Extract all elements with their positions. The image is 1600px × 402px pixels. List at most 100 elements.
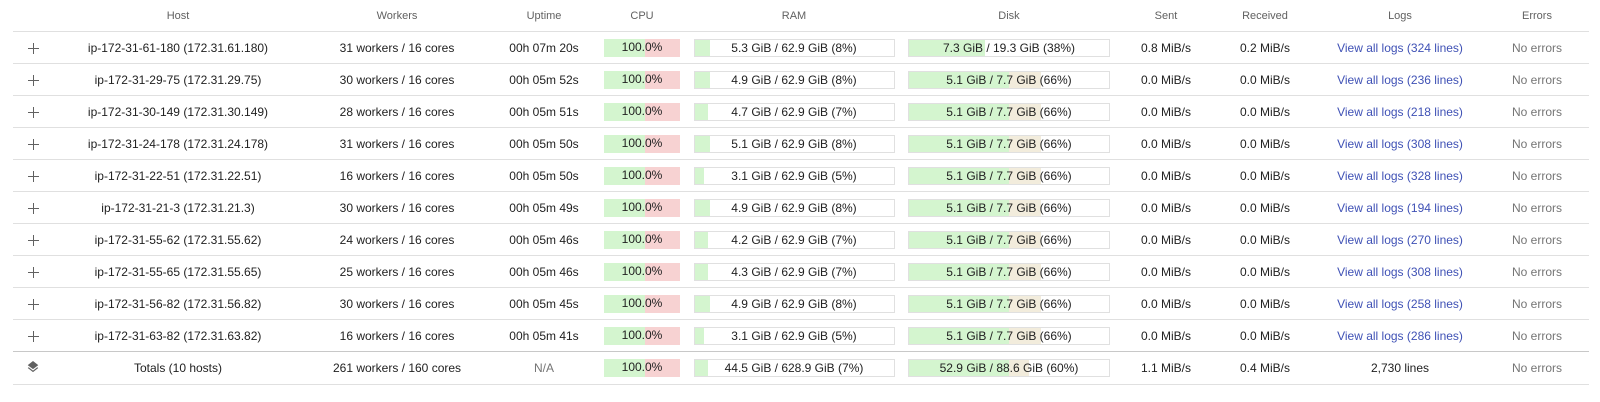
plus-icon[interactable] [27,138,39,150]
disk-column-header[interactable]: Disk [998,9,1020,22]
uptime-cell: 00h 05m 50s [491,127,597,160]
ram-fill [694,231,709,248]
uptime-cell: 00h 05m 41s [491,319,597,352]
expand-button[interactable] [13,127,53,160]
host-column-header[interactable]: Host [166,9,190,22]
cpu-cell: 100.0% [597,255,687,288]
plus-icon[interactable] [27,202,39,214]
view-logs-link[interactable]: View all logs (218 lines) [1337,104,1463,119]
plus-icon[interactable] [27,106,39,118]
disk-bar: 5.1 GiB / 7.7 GiB (66%) [908,166,1110,185]
cpu-cell: 100.0% [597,287,687,320]
ram-cell: 4.7 GiB / 62.9 GiB (7%) [687,95,901,128]
view-logs-link[interactable]: View all logs (324 lines) [1337,40,1463,55]
uptime-column-header[interactable]: Uptime [526,9,562,22]
plus-icon[interactable] [27,42,39,54]
cpu-bar: 100.0% [604,166,680,185]
ram-text: 4.2 GiB / 62.9 GiB (7%) [731,232,857,247]
logs-cell: View all logs (236 lines) [1315,63,1485,96]
disk-fill-over [1009,263,1041,280]
logs-cell: View all logs (258 lines) [1315,287,1485,320]
disk-cell: 5.1 GiB / 7.7 GiB (66%) [901,127,1117,160]
errors-cell: No errors [1485,31,1589,64]
view-logs-link[interactable]: View all logs (270 lines) [1337,232,1463,247]
sent-cell: 0.0 MiB/s [1117,255,1215,288]
disk-fill [909,135,1009,152]
expand-button[interactable] [13,255,53,288]
plus-icon[interactable] [27,298,39,310]
host-row: ip-172-31-55-65 (172.31.55.65) 25 worker… [13,255,1589,288]
ram-cell: 5.1 GiB / 62.9 GiB (8%) [687,127,901,160]
expand-button[interactable] [13,191,53,224]
uptime-cell: 00h 05m 49s [491,191,597,224]
expand-button[interactable] [13,63,53,96]
ram-fill [694,327,705,344]
errors-cell: No errors [1485,159,1589,192]
sent-cell: 0.0 MiB/s [1117,95,1215,128]
disk-fill [909,263,1009,280]
cpu-cell: 100.0% [597,159,687,192]
expand-button[interactable] [13,319,53,352]
view-logs-link[interactable]: View all logs (308 lines) [1337,136,1463,151]
totals-errors-cell: No errors [1485,351,1589,385]
cpu-text: 100.0% [621,327,663,342]
view-logs-link[interactable]: View all logs (286 lines) [1337,328,1463,343]
disk-fill [909,295,1009,312]
totals-cpu-cell: 100.0% [597,351,687,385]
ram-bar: 5.1 GiB / 62.9 GiB (8%) [693,134,895,153]
workers-cell: 31 workers / 16 cores [303,127,491,160]
view-logs-link[interactable]: View all logs (328 lines) [1337,168,1463,183]
plus-icon[interactable] [27,170,39,182]
view-logs-link[interactable]: View all logs (236 lines) [1337,72,1463,87]
totals-uptime-cell: N/A [491,351,597,385]
cpu-text: 100.0% [621,71,663,86]
disk-text: 7.3 GiB / 19.3 GiB (38%) [942,40,1076,55]
expand-button[interactable] [13,223,53,256]
host-cell: ip-172-31-30-149 (172.31.30.149) [53,95,303,128]
logs-column-header: Logs [1388,9,1412,22]
cpu-cell: 100.0% [597,223,687,256]
ram-cell: 4.2 GiB / 62.9 GiB (7%) [687,223,901,256]
cpu-cell: 100.0% [597,63,687,96]
cpu-cell: 100.0% [597,319,687,352]
uptime-cell: 00h 05m 50s [491,159,597,192]
disk-text: 5.1 GiB / 7.7 GiB (66%) [946,264,1072,279]
disk-cell: 5.1 GiB / 7.7 GiB (66%) [901,223,1117,256]
view-logs-link[interactable]: View all logs (194 lines) [1337,200,1463,215]
logs-cell: View all logs (308 lines) [1315,255,1485,288]
cpu-fill [604,134,646,153]
disk-bar: 5.1 GiB / 7.7 GiB (66%) [908,230,1110,249]
host-cell: ip-172-31-55-65 (172.31.55.65) [53,255,303,288]
disk-bar: 5.1 GiB / 7.7 GiB (66%) [908,198,1110,217]
uptime-cell: 00h 07m 20s [491,31,597,64]
totals-host-cell: Totals (10 hosts) [53,351,303,385]
expand-button[interactable] [13,287,53,320]
cpu-column-header[interactable]: CPU [630,9,654,22]
view-logs-link[interactable]: View all logs (308 lines) [1337,264,1463,279]
logs-cell: View all logs (218 lines) [1315,95,1485,128]
ram-text: 3.1 GiB / 62.9 GiB (5%) [731,328,857,343]
expand-button[interactable] [13,31,53,64]
workers-cell: 30 workers / 16 cores [303,63,491,96]
view-logs-link[interactable]: View all logs (258 lines) [1337,296,1463,311]
disk-fill [909,167,1009,184]
errors-column-header: Errors [1522,9,1552,22]
sent-column-header[interactable]: Sent [1154,9,1178,22]
cpu-bar: 100.0% [604,38,680,57]
cpu-bar: 100.0% [604,134,680,153]
disk-text: 5.1 GiB / 7.7 GiB (66%) [946,72,1072,87]
workers-column-header[interactable]: Workers [376,9,418,22]
disk-text: 5.1 GiB / 7.7 GiB (66%) [946,104,1072,119]
ram-cell: 3.1 GiB / 62.9 GiB (5%) [687,159,901,192]
plus-icon[interactable] [27,330,39,342]
host-cell: ip-172-31-24-178 (172.31.24.178) [53,127,303,160]
ram-column-header[interactable]: RAM [781,9,807,22]
received-column-header[interactable]: Received [1242,9,1288,22]
uptime-cell: 00h 05m 46s [491,223,597,256]
disk-fill-over [1009,71,1041,88]
plus-icon[interactable] [27,266,39,278]
plus-icon[interactable] [27,74,39,86]
plus-icon[interactable] [27,234,39,246]
expand-button[interactable] [13,159,53,192]
expand-button[interactable] [13,95,53,128]
